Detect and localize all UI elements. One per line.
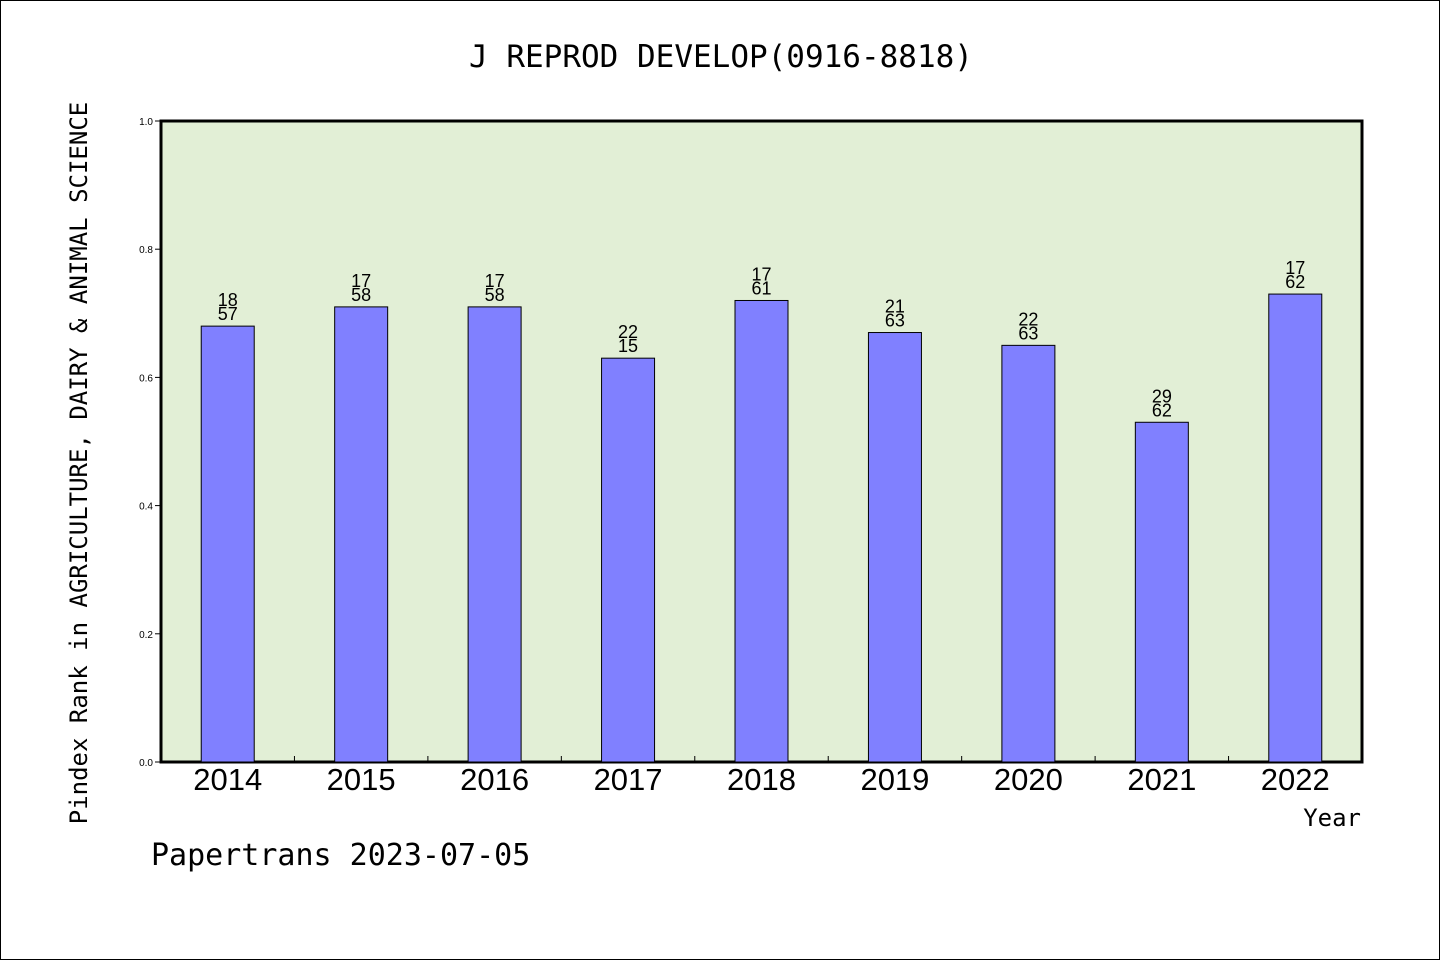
y-tick-label: 1.0 xyxy=(139,117,153,128)
bar xyxy=(200,325,255,763)
bar xyxy=(734,299,789,763)
data-label-bottom: 61 xyxy=(751,278,771,298)
data-label-bottom: 63 xyxy=(1018,323,1038,343)
bar xyxy=(334,306,389,763)
x-tick-label: 2020 xyxy=(994,762,1063,797)
data-label-bottom: 58 xyxy=(485,285,505,305)
bar xyxy=(1001,344,1056,763)
y-axis-label: Pindex Rank in AGRICULTURE, DAIRY & ANIM… xyxy=(65,102,93,824)
x-axis-ticks: 2014 2015 2016 2017 2018 2019 2020 2021 2022 xyxy=(193,756,1330,797)
data-label-top: 17 xyxy=(751,264,771,284)
bar xyxy=(601,357,656,763)
data-label-top: 17 xyxy=(1285,258,1305,278)
bar xyxy=(1134,421,1189,763)
data-label-bottom: 15 xyxy=(618,336,638,356)
y-tick-label: 0.0 xyxy=(139,758,153,769)
bar xyxy=(1268,293,1323,763)
data-label-top: 22 xyxy=(618,322,638,342)
x-tick-label: 2016 xyxy=(460,762,529,797)
y-tick-label: 0.8 xyxy=(139,245,153,256)
x-tick-label: 2018 xyxy=(727,762,796,797)
data-label-bottom: 63 xyxy=(885,311,905,331)
data-label-top: 17 xyxy=(351,271,371,291)
x-tick-label: 2021 xyxy=(1127,762,1196,797)
data-label-top: 22 xyxy=(1018,309,1038,329)
footer-credit: Papertrans 2023-07-05 xyxy=(151,838,530,873)
data-label-bottom: 62 xyxy=(1285,272,1305,292)
x-tick-label: 2017 xyxy=(594,762,663,797)
data-label-bottom: 57 xyxy=(218,304,238,324)
y-tick-label: 0.2 xyxy=(139,630,153,641)
bars xyxy=(200,293,1323,763)
data-label-bottom: 58 xyxy=(351,285,371,305)
data-label-top: 18 xyxy=(218,290,238,310)
bar xyxy=(467,306,522,763)
x-axis-label: Year xyxy=(1303,804,1361,832)
y-tick-label: 0.4 xyxy=(139,502,153,513)
x-tick-label: 2019 xyxy=(860,762,929,797)
data-label-top: 21 xyxy=(885,297,905,317)
y-tick-label: 0.6 xyxy=(139,373,153,384)
y-axis-ticks: 0.0 0.2 0.4 0.6 0.8 1.0 xyxy=(139,117,161,769)
x-tick-label: 2015 xyxy=(327,762,396,797)
bar xyxy=(867,332,922,763)
chart-title: J REPROD DEVELOP(0916-8818) xyxy=(469,39,973,75)
data-label-top: 17 xyxy=(485,271,505,291)
x-tick-label: 2022 xyxy=(1261,762,1330,797)
x-tick-label: 2014 xyxy=(193,762,262,797)
data-label-bottom: 62 xyxy=(1152,400,1172,420)
data-label-top: 29 xyxy=(1152,386,1172,406)
